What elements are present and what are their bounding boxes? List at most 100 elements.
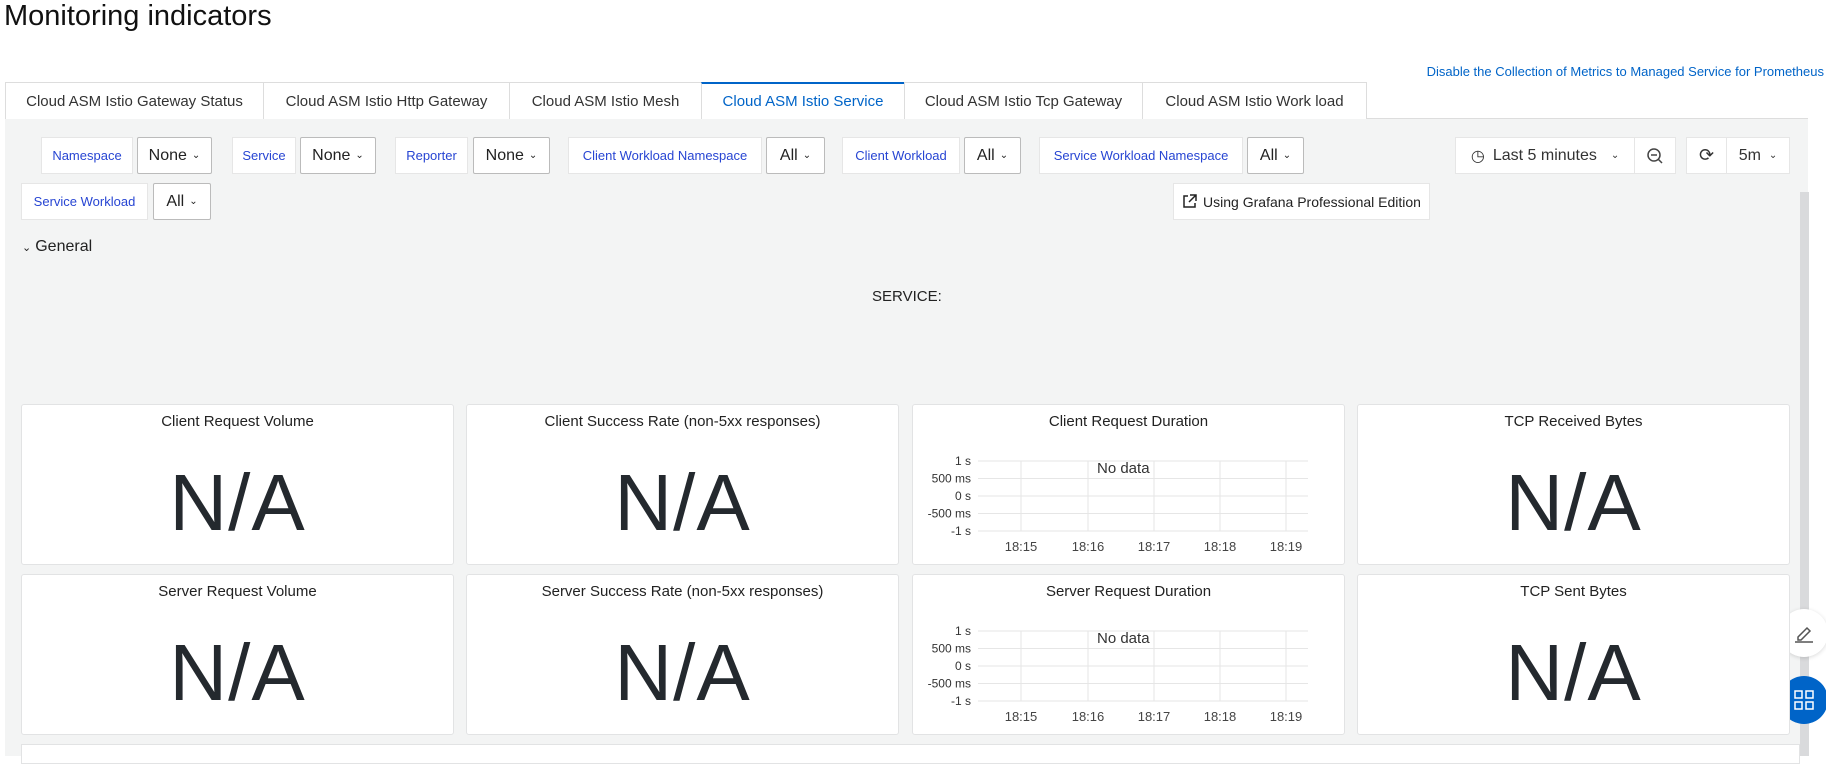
filter-select[interactable]: All ⌄: [964, 137, 1021, 174]
chevron-down-icon: ⌄: [1610, 150, 1620, 161]
scrollbar[interactable]: [1800, 192, 1809, 756]
stat-value: N/A: [1505, 628, 1642, 717]
y-tick-label: -500 ms: [928, 677, 971, 691]
y-tick-label: 0 s: [955, 659, 971, 673]
panel: Client Request Duration 1 s 500 ms 0 s -500 …: [912, 404, 1345, 565]
panel: Server Request Volume N/A: [21, 574, 454, 735]
filter-value: All: [976, 146, 995, 164]
panel-title: Server Request Duration: [1045, 583, 1212, 600]
chevron-down-icon: ⌄: [802, 150, 812, 161]
tab-3[interactable]: Cloud ASM Istio Mesh: [509, 82, 702, 119]
chevron-down-icon: ⌄: [999, 150, 1009, 161]
panel: Client Success Rate (non-5xx responses) N…: [466, 404, 899, 565]
panel-title: TCP Received Bytes: [1504, 413, 1643, 430]
x-tick-label: 18:16: [1072, 709, 1105, 724]
chevron-down-icon: ⌄: [22, 241, 32, 254]
filter-select[interactable]: All ⌄: [766, 137, 825, 174]
tab-1[interactable]: Cloud ASM Istio Gateway Status: [5, 82, 264, 119]
x-tick-label: 18:19: [1270, 539, 1303, 554]
refresh-interval-select[interactable]: 5m ⌄: [1727, 138, 1789, 173]
y-tick-label: -1 s: [951, 524, 971, 538]
y-tick-label: 1 s: [955, 624, 971, 638]
no-data-label: No data: [1097, 630, 1150, 647]
panel-title: TCP Sent Bytes: [1520, 583, 1627, 600]
duration-graph: 1 s 500 ms 0 s -500 ms -1 s 18:15 18:16 18:17 18…: [928, 624, 1308, 724]
tab-4[interactable]: Cloud ASM Istio Service: [701, 82, 905, 119]
disable-prometheus-link[interactable]: Disable the Collection of Metrics to Man…: [1426, 64, 1824, 79]
external-link-icon: [1183, 194, 1197, 208]
x-tick-label: 18:17: [1138, 539, 1171, 554]
x-tick-label: 18:16: [1072, 539, 1105, 554]
no-data-label: No data: [1097, 460, 1150, 477]
filter-value: None: [485, 146, 524, 164]
filter-select[interactable]: All ⌄: [153, 183, 211, 220]
chevron-down-icon: ⌄: [355, 150, 364, 161]
filter-select[interactable]: None ⌄: [300, 137, 376, 174]
y-tick-label: 1 s: [955, 454, 971, 468]
refresh-icon: ⟳: [1698, 145, 1715, 165]
panel: Server Success Rate (non-5xx responses) N…: [466, 574, 899, 735]
filter-label: Service: [232, 137, 296, 174]
x-tick-label: 18:15: [1005, 539, 1038, 554]
service-text: SERVICE:: [872, 288, 942, 305]
x-tick-label: 18:19: [1270, 709, 1303, 724]
stat-value: N/A: [169, 628, 306, 717]
panel-title: Client Request Volume: [161, 413, 314, 430]
row-general-toggle[interactable]: ⌄ General: [22, 238, 92, 256]
grafana-professional-button[interactable]: Using Grafana Professional Edition: [1173, 183, 1430, 220]
stat-value: N/A: [614, 458, 751, 547]
zoom-out-icon: [1647, 147, 1663, 164]
time-range-button[interactable]: ◷ Last 5 minutes ⌄: [1456, 138, 1636, 173]
duration-graph: 1 s 500 ms 0 s -500 ms -1 s 18:15 18:16 18:17 18…: [928, 454, 1308, 554]
row-general-title: General: [35, 238, 93, 255]
panel: Server Request Duration 1 s 500 ms 0 s -500 …: [912, 574, 1345, 735]
filter-label: Reporter: [395, 137, 468, 174]
filter-label: Service Workload: [21, 183, 148, 220]
tab-5[interactable]: Cloud ASM Istio Tcp Gateway: [904, 82, 1143, 119]
zoom-out-button[interactable]: [1635, 138, 1675, 173]
grafana-button-label: Using Grafana Professional Edition: [1203, 193, 1421, 210]
chevron-down-icon: ⌄: [191, 150, 201, 161]
filter-label: Client Workload Namespace: [568, 137, 762, 174]
panel-title: Client Request Duration: [1048, 413, 1209, 430]
x-tick-label: 18:17: [1138, 709, 1171, 724]
stat-value: N/A: [1505, 458, 1642, 547]
x-tick-label: 18:18: [1204, 709, 1237, 724]
x-tick-label: 18:18: [1204, 539, 1237, 554]
filter-label: Namespace: [41, 137, 133, 174]
panel-title: Server Success Rate (non-5xx responses): [541, 583, 824, 600]
tab-6[interactable]: Cloud ASM Istio Work load: [1142, 82, 1367, 119]
y-tick-label: 500 ms: [932, 472, 971, 486]
refresh-picker: ⟳ 5m ⌄: [1686, 137, 1790, 174]
stat-value: N/A: [614, 628, 751, 717]
filter-value: None: [148, 146, 187, 164]
y-tick-label: 0 s: [955, 489, 971, 503]
tab-2[interactable]: Cloud ASM Istio Http Gateway: [263, 82, 510, 119]
time-picker: ◷ Last 5 minutes ⌄: [1455, 137, 1676, 174]
filter-select[interactable]: None ⌄: [473, 137, 550, 174]
panel: TCP Sent Bytes N/A: [1357, 574, 1790, 735]
filter-value: All: [1259, 146, 1278, 164]
chevron-down-icon: ⌄: [1768, 150, 1778, 161]
y-tick-label: -500 ms: [928, 507, 971, 521]
chevron-down-icon: ⌄: [528, 150, 538, 161]
y-tick-label: -1 s: [951, 694, 971, 708]
filter-label: Service Workload Namespace: [1039, 137, 1243, 174]
chevron-down-icon: ⌄: [1282, 150, 1292, 161]
filter-select[interactable]: All ⌄: [1247, 137, 1304, 174]
row-client-workloads: [21, 744, 1800, 764]
chevron-down-icon: ⌄: [189, 196, 198, 207]
filter-value: None: [312, 146, 351, 164]
panel-title: Client Success Rate (non-5xx responses): [544, 413, 821, 430]
pencil-icon: [1795, 626, 1813, 643]
clock-icon: ◷: [1470, 147, 1485, 165]
panel-title: Server Request Volume: [158, 583, 317, 600]
time-range-label: Last 5 minutes: [1492, 146, 1597, 164]
x-tick-label: 18:15: [1005, 709, 1038, 724]
page-title: Monitoring indicators: [4, 0, 272, 32]
y-tick-label: 500 ms: [932, 642, 971, 656]
refresh-interval-label: 5m: [1738, 146, 1761, 164]
refresh-button[interactable]: ⟳: [1687, 138, 1727, 173]
filter-select[interactable]: None ⌄: [137, 137, 212, 174]
grid-icon: [1794, 690, 1814, 710]
